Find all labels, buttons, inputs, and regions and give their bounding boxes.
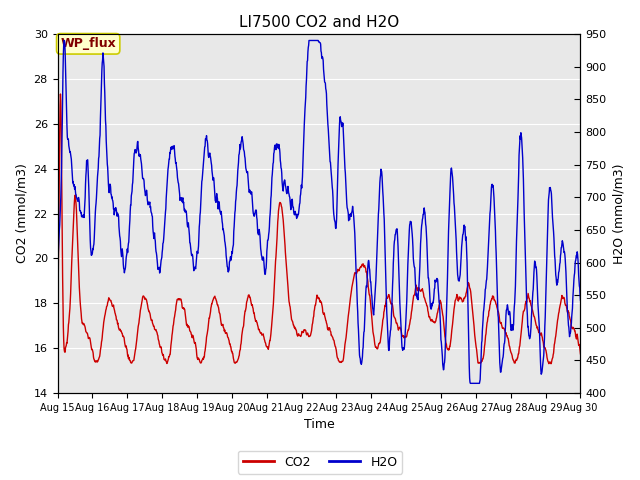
H2O [401, 347, 408, 352]
H2O [305, 37, 313, 43]
Y-axis label: H2O (mmol/m3): H2O (mmol/m3) [612, 163, 625, 264]
CO2 [547, 361, 555, 367]
Line: H2O: H2O [58, 40, 580, 384]
H2O [515, 152, 523, 158]
CO2 [157, 346, 165, 352]
CO2 [229, 350, 237, 356]
CO2 [54, 304, 61, 310]
CO2 [401, 335, 408, 341]
Y-axis label: CO2 (mmol/m3): CO2 (mmol/m3) [15, 164, 28, 264]
H2O [577, 298, 584, 303]
Line: CO2: CO2 [58, 94, 580, 364]
CO2 [170, 315, 178, 321]
Title: LI7500 CO2 and H2O: LI7500 CO2 and H2O [239, 15, 399, 30]
CO2 [468, 307, 476, 313]
H2O [157, 258, 165, 264]
H2O [467, 381, 474, 386]
H2O [54, 265, 61, 271]
H2O [170, 144, 178, 149]
CO2 [577, 351, 584, 357]
Text: WP_flux: WP_flux [60, 37, 116, 50]
H2O [469, 381, 477, 386]
Legend: CO2, H2O: CO2, H2O [237, 451, 403, 474]
H2O [228, 251, 236, 256]
CO2 [515, 351, 522, 357]
CO2 [56, 91, 64, 97]
X-axis label: Time: Time [303, 419, 334, 432]
